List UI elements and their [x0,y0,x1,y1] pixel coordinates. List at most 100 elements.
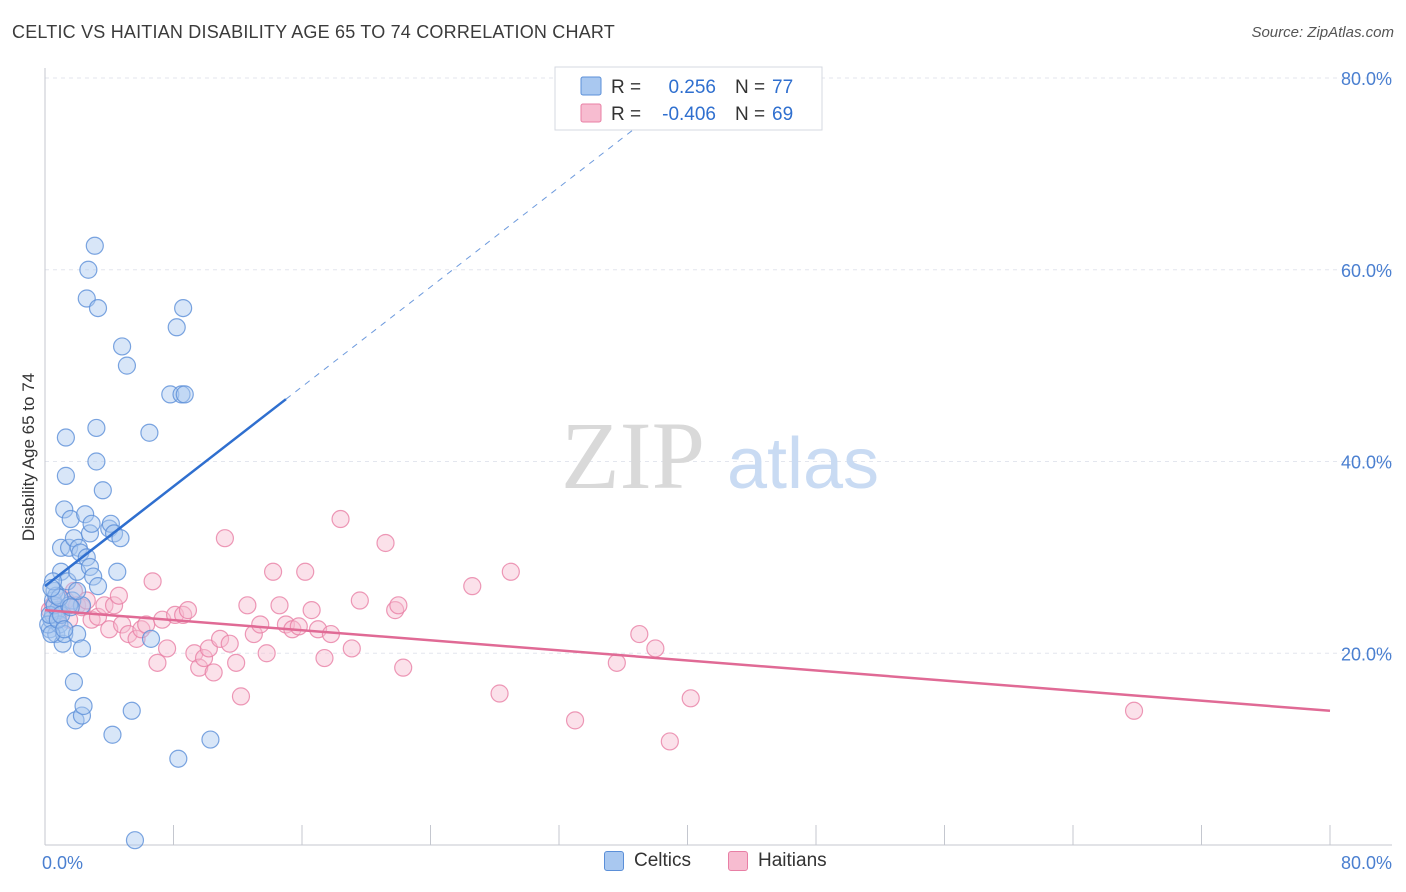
celtic-point-43 [93,481,112,500]
celtic-point-16 [59,538,79,557]
celtic-point-48 [108,562,127,581]
y-tick-label-40: 40.0% [1341,453,1392,473]
celtic-point-52 [122,701,141,720]
correlation-legend: R = 0.256 N = 77 R = -0.406 N = 69 [554,66,823,131]
haitian-point-18 [127,629,146,648]
haitian-point-59 [490,684,509,703]
haitian-point-36 [227,653,246,672]
legend-swatch-haitian [580,103,602,123]
celtic-point-60 [175,385,194,404]
haitian-point-68 [389,596,408,615]
haitian-point-21 [143,572,162,591]
haitian-point-56 [386,601,405,620]
y-axis-label: Disability Age 65 to 74 [19,373,38,541]
y-tick-label-80: 80.0% [1341,69,1392,89]
celtic-point-40 [87,452,106,471]
legend-r-label-haitian: R = [611,104,641,125]
haitian-point-14 [104,596,124,615]
haitian-point-63 [630,624,649,644]
legend-swatch-celtic [580,76,602,96]
haitian-point-28 [185,644,204,663]
haitian-point-33 [210,629,230,648]
haitian-point-42 [263,562,283,581]
celtic-point-41 [88,299,108,318]
celtic-point-53 [125,831,145,850]
celtic-point-61 [174,299,193,318]
celtic-point-28 [72,639,92,658]
legend-label-celtics: Celtics [634,850,692,871]
haitian-point-50 [315,648,334,668]
celtic-point-33 [79,260,98,279]
haitian-point-30 [194,648,214,668]
celtic-point-20 [64,672,84,692]
celtic-points [39,236,220,850]
celtic-point-55 [141,629,161,648]
haitian-point-40 [251,615,270,634]
trend-lines [44,112,1331,713]
legend-item-celtics[interactable]: Celtics [604,850,691,872]
legend-r-value-celtic: 0.256 [668,77,716,98]
haitian-point-29 [190,658,209,677]
celtic-point-38 [85,236,104,255]
chart-title: CELTIC VS HAITIAN DISABILITY AGE 65 TO 7… [12,22,615,42]
celtic-point-12 [55,500,74,519]
celtic-point-71 [68,581,87,601]
haitian-point-64 [646,639,665,658]
celtic-point-39 [87,418,106,438]
haitian-point-58 [463,577,482,596]
celtic-point-49 [111,529,130,548]
celtic-point-54 [140,423,159,442]
haitian-point-43 [270,596,289,615]
celtic-point-37 [84,567,103,586]
celtic-point-57 [167,318,186,337]
celtic-point-30 [76,505,95,524]
legend-n-value-haitian: 69 [772,104,793,125]
haitian-point-47 [296,562,315,581]
haitian-point-54 [350,591,369,610]
series-legend: Celtics Haitians [0,850,1406,878]
haitian-point-57 [394,658,413,677]
legend-item-haitians[interactable]: Haitians [728,850,827,872]
haitian-point-34 [215,529,234,548]
celtic-point-15 [58,572,77,591]
haitian-point-15 [109,586,128,605]
legend-n-label-haitian: N = [735,104,765,125]
watermark-zip: ZIP [561,402,705,509]
legend-r-value-haitian: -0.406 [662,104,716,125]
celtic-point-13 [56,428,75,447]
y-tick-labels: 20.0% 40.0% 60.0% 80.0% [1341,69,1392,664]
haitian-point-65 [660,732,679,751]
haitian-points [40,509,1144,751]
haitian-point-66 [681,689,700,708]
axes [44,68,1392,846]
x-tick-label-max: 80.0% [1341,853,1392,873]
celtic-point-34 [80,557,100,577]
haitian-point-35 [220,634,239,653]
celtic-point-42 [88,577,108,596]
celtic-trend-line [44,398,287,588]
celtic-point-46 [103,725,122,744]
celtic-point-29 [74,696,93,716]
x-tick-labels: 0.0% 80.0% [42,853,1392,873]
haitian-point-22 [148,653,167,672]
grid-lines [45,77,1392,654]
legend-label-haitians: Haitians [758,850,827,871]
celtic-point-73 [55,620,74,639]
haitian-point-27 [178,601,198,620]
celtic-point-32 [77,548,96,567]
haitian-point-52 [331,509,350,529]
legend-n-value-celtic: 77 [772,77,793,98]
haitian-point-53 [342,639,361,658]
celtic-trend-extension [285,112,656,400]
haitian-point-24 [157,639,177,658]
haitian-point-67 [1124,701,1144,720]
celtic-point-14 [56,466,75,485]
celtic-point-50 [112,337,132,356]
haitian-trend-line [44,608,1331,713]
haitian-point-61 [565,711,585,730]
watermark-atlas: atlas [727,424,879,504]
legend-swatch-celtics [604,851,624,871]
celtic-point-62 [201,730,220,749]
haitian-point-11 [88,607,108,626]
